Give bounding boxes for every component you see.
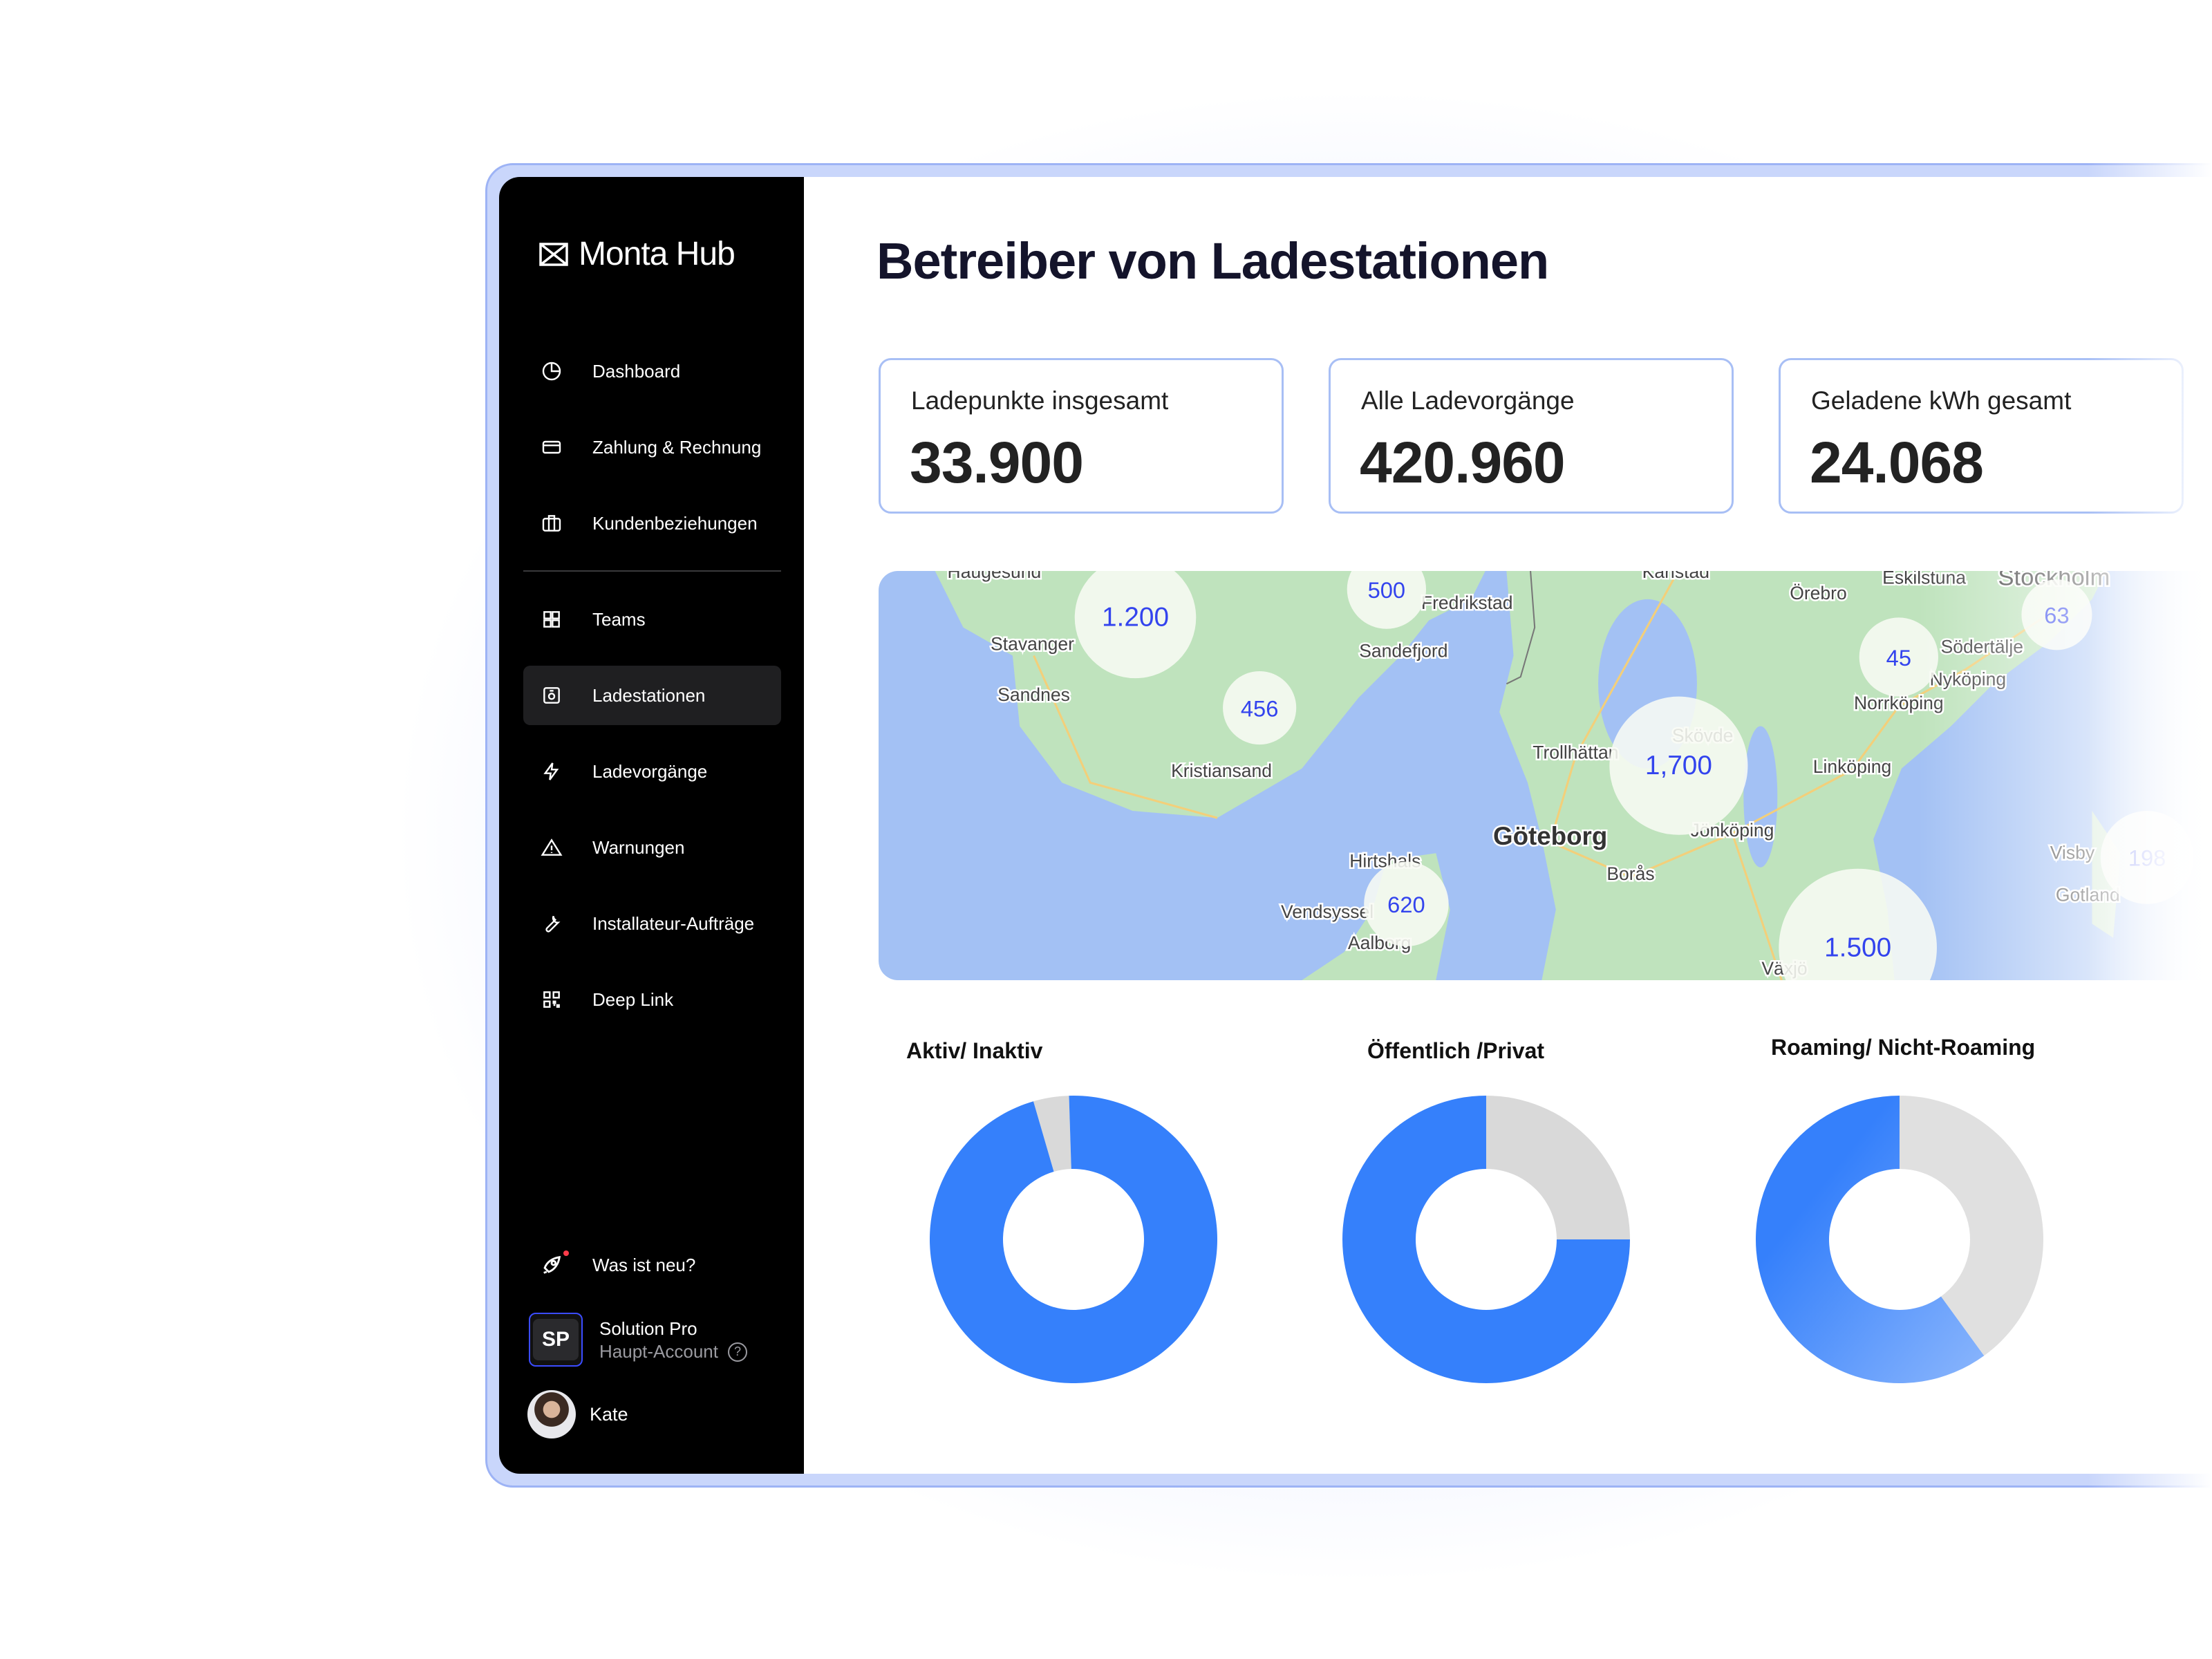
whats-new-label: Was ist neu? <box>592 1254 696 1275</box>
stat-value: 33.900 <box>910 430 1084 495</box>
app-logo[interactable]: Monta Hub <box>538 235 735 273</box>
stat-label: Ladepunkte insgesamt <box>911 386 1169 415</box>
sidebar-item-label: Ladestationen <box>592 684 706 706</box>
app-name: Monta Hub <box>579 236 735 272</box>
sidebar-item-label: Dashboard <box>592 360 681 382</box>
sidebar-item-label: Warnungen <box>592 836 685 858</box>
sidebar-item-teams[interactable]: Teams <box>523 590 781 649</box>
pie-chart-icon <box>540 359 563 383</box>
donut-active-inactive <box>930 1096 1217 1383</box>
donut-slice-primary[interactable] <box>930 1096 1217 1383</box>
chart-title-roaming: Roaming/ Nicht-Roaming <box>1771 1035 2036 1060</box>
account-initials: SP <box>533 1319 579 1360</box>
donut-public-private <box>1342 1096 1630 1383</box>
sidebar-item-ladestationen[interactable]: Ladestationen <box>523 666 781 725</box>
sidebar <box>499 177 805 1474</box>
stat-value: 420.960 <box>1360 430 1566 495</box>
sidebar-item-kundenbeziehungen[interactable]: Kundenbeziehungen <box>523 494 781 553</box>
sidebar-item-ladevorgänge[interactable]: Ladevorgänge <box>523 742 781 801</box>
briefcase-icon <box>540 512 563 535</box>
page-title: Betreiber von Ladestationen <box>877 232 1549 290</box>
whats-new-button[interactable]: Was ist neu? <box>523 1235 781 1295</box>
stat-label: Alle Ladevorgänge <box>1361 386 1575 415</box>
sidebar-item-dashboard[interactable]: Dashboard <box>523 341 781 401</box>
stat-label: Geladene kWh gesamt <box>1811 386 2072 415</box>
grid-icon <box>540 608 563 631</box>
sidebar-item-zahlung-rechnung[interactable]: Zahlung & Rechnung <box>523 418 781 477</box>
stations-map[interactable]: HaugesundStavangerSandnesKristiansandFre… <box>879 571 2212 980</box>
donut-slice-secondary[interactable] <box>1033 1096 1071 1172</box>
sidebar-item-label: Deep Link <box>592 988 674 1010</box>
sidebar-item-label: Teams <box>592 608 646 630</box>
sidebar-item-installateur-aufträge[interactable]: Installateur-Aufträge <box>523 894 781 953</box>
avatar[interactable] <box>527 1390 576 1438</box>
charger-icon <box>540 684 563 707</box>
stat-card-kwh: Geladene kWh gesamt 24.068 <box>1779 358 2184 514</box>
chart-title-public: Öffentlich /Privat <box>1367 1038 1545 1063</box>
donut-slice-secondary[interactable] <box>1486 1096 1630 1239</box>
account-role: Haupt-Account? <box>599 1341 747 1362</box>
sidebar-item-warnungen[interactable]: Warnungen <box>523 818 781 877</box>
account-badge[interactable]: SP <box>529 1313 583 1367</box>
stat-card-sessions: Alle Ladevorgänge 420.960 <box>1329 358 1734 514</box>
sidebar-item-label: Zahlung & Rechnung <box>592 436 762 458</box>
help-icon[interactable]: ? <box>727 1342 747 1362</box>
donut-roaming <box>1756 1096 2043 1383</box>
map-fade <box>879 571 2212 980</box>
credit-card-icon <box>540 435 563 459</box>
stat-value: 24.068 <box>1810 430 1984 495</box>
lightning-icon <box>540 760 563 783</box>
notification-dot <box>563 1250 569 1256</box>
qr-code-icon <box>540 988 563 1011</box>
stat-card-charge-points: Ladepunkte insgesamt 33.900 <box>879 358 1284 514</box>
wrench-icon <box>540 912 563 935</box>
rocket-icon <box>540 1250 569 1277</box>
user-name[interactable]: Kate <box>590 1404 628 1425</box>
account-role-label: Haupt-Account <box>599 1341 718 1362</box>
monta-logo-icon <box>539 242 568 266</box>
donut-slice-secondary[interactable] <box>1900 1096 2043 1356</box>
sidebar-item-deep-link[interactable]: Deep Link <box>523 970 781 1029</box>
chart-title-active: Aktiv/ Inaktiv <box>906 1038 1043 1063</box>
sidebar-item-label: Ladevorgänge <box>592 760 708 782</box>
donut-slice-primary[interactable] <box>1342 1096 1630 1383</box>
sidebar-item-label: Kundenbeziehungen <box>592 512 758 534</box>
donut-slice-primary[interactable] <box>1756 1096 1985 1383</box>
sidebar-item-label: Installateur-Aufträge <box>592 912 755 934</box>
warning-icon <box>540 836 563 859</box>
sidebar-divider <box>523 570 781 572</box>
account-name[interactable]: Solution Pro <box>599 1318 697 1339</box>
